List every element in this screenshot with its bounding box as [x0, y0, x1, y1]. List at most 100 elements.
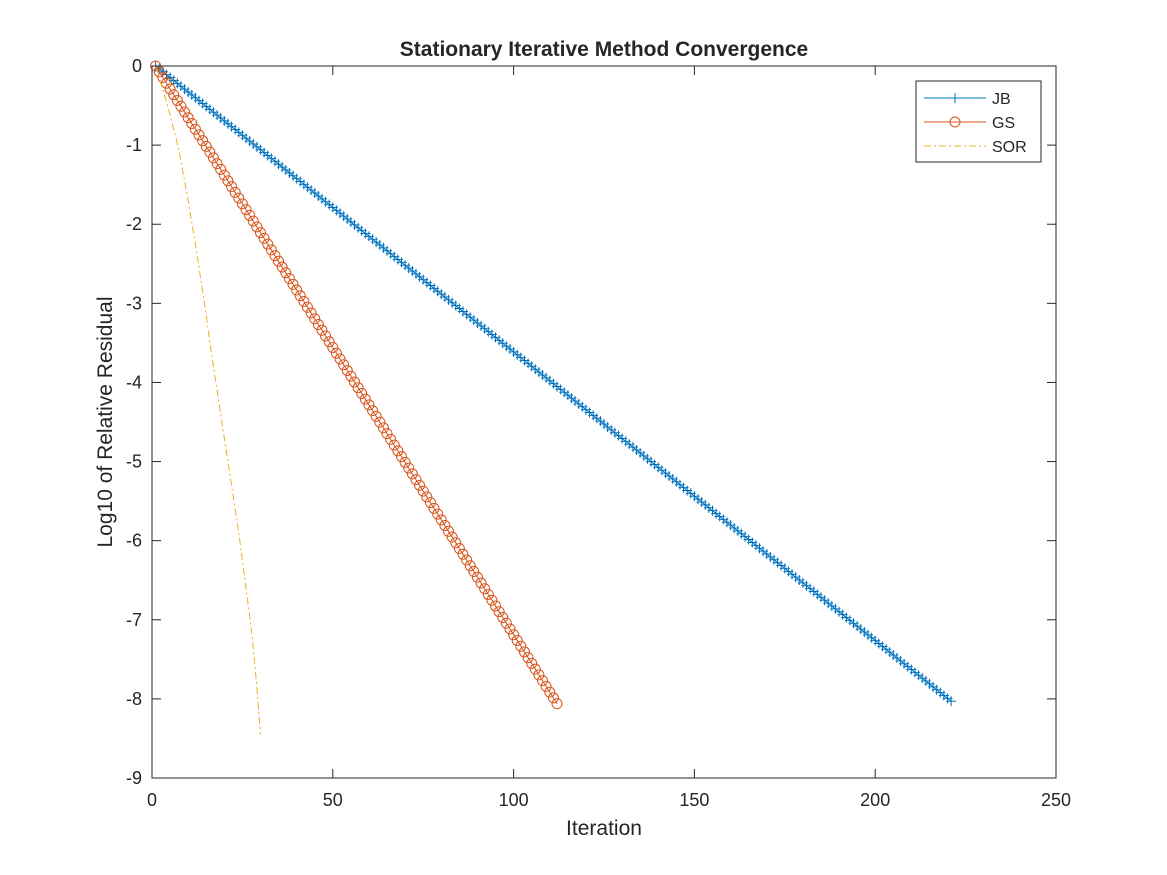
y-tick-label: -8	[126, 689, 142, 709]
data-point-gs	[207, 152, 219, 164]
data-point-gs	[551, 698, 563, 710]
data-point-gs	[262, 238, 274, 250]
data-point-gs	[359, 393, 371, 405]
series-jb	[150, 61, 957, 707]
data-point-gs	[280, 267, 292, 279]
data-point-gs	[175, 100, 187, 112]
data-point-jb	[946, 696, 957, 707]
data-point-gs	[294, 290, 306, 302]
data-point-gs	[287, 278, 299, 290]
data-point-gs	[392, 445, 404, 457]
data-point-gs	[446, 531, 458, 543]
data-point-gs	[356, 387, 368, 399]
data-point-gs	[197, 135, 209, 147]
data-point-gs	[526, 657, 538, 669]
data-point-gs	[479, 583, 491, 595]
data-point-gs	[327, 341, 339, 353]
data-point-gs	[320, 330, 332, 342]
data-point-gs	[345, 370, 357, 382]
data-point-gs	[157, 71, 169, 83]
series-gs	[150, 60, 563, 710]
x-axis-label: Iteration	[566, 817, 642, 840]
legend-marker-gs	[949, 116, 961, 128]
y-tick-label: -4	[126, 372, 142, 392]
data-point-gs	[403, 462, 415, 474]
data-point-gs	[254, 227, 266, 239]
data-point-gs	[164, 83, 176, 95]
data-point-gs	[189, 123, 201, 135]
y-axis-label: Log10 of Relative Residual	[94, 297, 117, 548]
data-point-gs	[182, 112, 194, 124]
y-axis: 0 -1 -2 -3 -4 -5 -6 -7 -8 -9	[126, 56, 1056, 788]
data-point-gs	[236, 198, 248, 210]
x-tick-label: 0	[147, 790, 157, 810]
data-point-gs	[529, 663, 541, 675]
x-tick-label: 200	[860, 790, 890, 810]
data-point-gs	[396, 451, 408, 463]
data-point-gs	[482, 588, 494, 600]
data-point-gs	[417, 485, 429, 497]
data-point-gs	[171, 94, 183, 106]
data-point-gs	[168, 89, 180, 101]
data-point-gs	[258, 232, 270, 244]
data-point-gs	[468, 566, 480, 578]
data-point-gs	[374, 416, 386, 428]
y-tick-label: -1	[126, 135, 142, 155]
legend-label-jb: JB	[992, 91, 1011, 108]
data-point-gs	[330, 347, 342, 359]
data-point-gs	[348, 376, 360, 388]
data-point-gs	[457, 548, 469, 560]
data-point-gs	[215, 163, 227, 175]
data-point-gs	[186, 117, 198, 129]
data-point-gs	[435, 514, 447, 526]
data-point-gs	[251, 221, 263, 233]
series-line-gs	[155, 65, 558, 704]
data-point-gs	[370, 410, 382, 422]
data-point-gs	[298, 296, 310, 308]
y-tick-label: -6	[126, 531, 142, 551]
data-point-gs	[291, 284, 303, 296]
data-point-gs	[233, 192, 245, 204]
data-point-gs	[471, 571, 483, 583]
data-point-gs	[453, 543, 465, 555]
y-tick-label: -2	[126, 214, 142, 234]
data-point-gs	[421, 491, 433, 503]
legend-label-sor: SOR	[992, 139, 1027, 156]
data-point-gs	[229, 186, 241, 198]
data-point-gs	[283, 273, 295, 285]
plot-area-border	[151, 65, 1057, 779]
data-point-gs	[515, 640, 527, 652]
y-tick-label: -5	[126, 452, 142, 472]
data-point-gs	[406, 468, 418, 480]
data-point-gs	[540, 680, 552, 692]
data-point-gs	[410, 474, 422, 486]
data-point-gs	[312, 319, 324, 331]
data-point-gs	[265, 244, 277, 256]
data-point-gs	[338, 359, 350, 371]
legend-entry-gs: GS	[924, 115, 1015, 132]
data-point-gs	[316, 324, 328, 336]
data-point-gs	[301, 301, 313, 313]
x-tick-label: 250	[1041, 790, 1071, 810]
legend-entry-sor: SOR	[924, 139, 1027, 156]
data-point-gs	[200, 140, 212, 152]
y-tick-label: -7	[126, 610, 142, 630]
legend-label-gs: GS	[992, 115, 1015, 132]
data-point-gs	[247, 215, 259, 227]
data-point-gs	[493, 606, 505, 618]
data-point-gs	[486, 594, 498, 606]
legend-marker-jb	[950, 93, 960, 103]
data-point-gs	[547, 692, 559, 704]
y-tick-label: 0	[132, 56, 142, 76]
data-point-gs	[240, 204, 252, 216]
data-point-gs	[497, 611, 509, 623]
data-point-gs	[511, 634, 523, 646]
data-point-gs	[276, 261, 288, 273]
data-point-gs	[500, 617, 512, 629]
data-point-gs	[323, 336, 335, 348]
data-point-gs	[244, 209, 256, 221]
data-point-gs	[385, 433, 397, 445]
data-point-gs	[341, 364, 353, 376]
legend: JB GS SOR	[915, 80, 1042, 163]
data-point-gs	[160, 77, 172, 89]
